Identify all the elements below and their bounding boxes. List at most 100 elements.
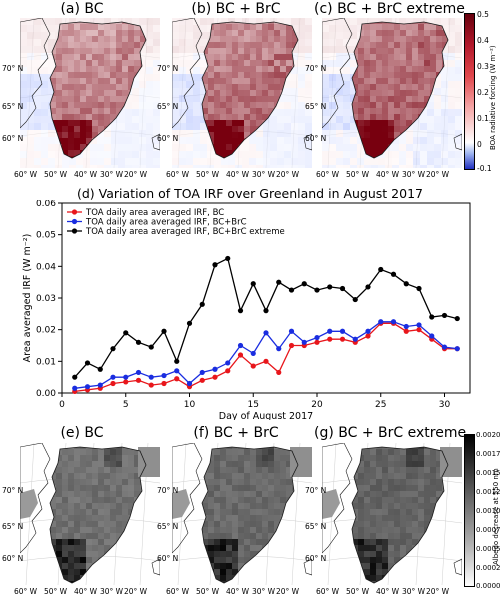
cb-albedo-tick-3: 0.00125 bbox=[476, 488, 500, 496]
cb-albedo-tick-1: 0.00175 bbox=[476, 450, 500, 458]
data-point bbox=[250, 281, 256, 287]
canada-coastline bbox=[20, 443, 51, 554]
lon-label-c-50: 50° W bbox=[346, 170, 370, 179]
data-point bbox=[237, 308, 244, 314]
lat-label-b-65: 65° N bbox=[157, 102, 179, 111]
y-tick-label: 0.00 bbox=[36, 389, 56, 399]
data-point bbox=[199, 377, 205, 383]
line-chart-title: (d) Variation of TOA IRF over Greenland … bbox=[77, 186, 423, 201]
data-point bbox=[199, 301, 205, 307]
map-panel-f bbox=[172, 443, 312, 585]
greenland-coastline bbox=[49, 446, 147, 584]
iceland-coastline bbox=[453, 133, 462, 151]
cb-forcing-tick-0.2: 0.2 bbox=[477, 88, 489, 97]
data-point bbox=[416, 327, 422, 333]
data-point bbox=[378, 266, 384, 273]
data-point bbox=[123, 379, 129, 385]
data-point bbox=[148, 374, 154, 380]
lat-label-a-65: 65° N bbox=[2, 102, 24, 111]
colorbar-forcing-label: BOA radiative forcing (W m⁻²) bbox=[489, 45, 497, 150]
legend-entry: TOA daily area averaged IRF, BC+BrC extr… bbox=[85, 227, 285, 237]
data-point bbox=[225, 360, 231, 366]
canada-coastline bbox=[322, 18, 353, 129]
x-tick-label: 0 bbox=[59, 400, 65, 410]
data-point bbox=[212, 262, 218, 268]
x-tick-label: 15 bbox=[248, 400, 259, 410]
data-point bbox=[288, 342, 295, 349]
lat-label-e-60: 60° N bbox=[2, 554, 24, 563]
data-point bbox=[237, 352, 244, 358]
lon-label-e-30: 30° W bbox=[100, 587, 124, 596]
x-tick-label: 20 bbox=[311, 400, 323, 410]
data-point bbox=[72, 374, 78, 380]
lon-label-b-50: 50° W bbox=[196, 170, 220, 179]
data-point bbox=[365, 333, 371, 339]
data-point bbox=[378, 319, 384, 325]
panel-title-b: (b) BC + BrC bbox=[191, 1, 281, 17]
data-point bbox=[327, 328, 333, 334]
legend-entry: TOA daily area averaged IRF, BC+BrC bbox=[85, 218, 247, 228]
data-point bbox=[365, 284, 371, 290]
data-point bbox=[429, 333, 435, 339]
data-point bbox=[174, 376, 180, 382]
data-point bbox=[174, 368, 180, 374]
lat-label-a-60: 60° N bbox=[2, 134, 24, 143]
lon-label-c-30: 30° W bbox=[402, 170, 426, 179]
iceland-coastline bbox=[303, 558, 312, 576]
data-point bbox=[225, 255, 231, 262]
data-point bbox=[352, 336, 358, 342]
lon-label-a-50: 50° W bbox=[44, 170, 68, 179]
legend-marker bbox=[71, 218, 78, 225]
cb-albedo-tick-7: 0.00025 bbox=[476, 564, 500, 572]
lat-label-f-60: 60° N bbox=[157, 554, 179, 563]
data-point bbox=[263, 358, 269, 364]
greenland-coastline bbox=[201, 446, 299, 584]
legend-entry: TOA daily area averaged IRF, BC bbox=[85, 208, 224, 218]
panel-title-e: (e) BC bbox=[60, 425, 104, 441]
data-point bbox=[225, 368, 231, 374]
data-point bbox=[276, 279, 282, 285]
lat-label-f-65: 65° N bbox=[157, 522, 179, 531]
data-point bbox=[339, 328, 346, 334]
lat-label-e-65: 65° N bbox=[2, 522, 24, 531]
y-tick-label: 0.04 bbox=[36, 262, 56, 272]
data-point bbox=[250, 350, 256, 357]
cb-forcing-tick-0.4: 0.4 bbox=[477, 36, 489, 45]
lat-label-g-60: 60° N bbox=[305, 554, 327, 563]
data-point bbox=[110, 374, 116, 380]
cb-albedo-tick-8: 0.00000 bbox=[476, 582, 500, 590]
lon-label-g-40: 40° W bbox=[376, 587, 400, 596]
data-point bbox=[314, 339, 320, 345]
x-tick-label: 25 bbox=[375, 400, 386, 410]
lat-label-f-70: 70° N bbox=[157, 486, 179, 495]
data-point bbox=[263, 330, 269, 336]
y-axis-label: Area averaged IRF (W m⁻²) bbox=[22, 234, 33, 363]
data-point bbox=[416, 322, 422, 328]
data-point bbox=[123, 330, 129, 336]
map-panel-e bbox=[20, 443, 160, 585]
iceland-coastline bbox=[151, 133, 160, 151]
x-tick-label: 30 bbox=[439, 400, 451, 410]
lon-label-c-20: 20° W bbox=[426, 170, 450, 179]
lon-label-c-40: 40° W bbox=[376, 170, 400, 179]
ocean-albedo-patch bbox=[138, 447, 160, 477]
lat-label-e-70: 70° N bbox=[2, 486, 24, 495]
data-point bbox=[161, 380, 167, 387]
map-panel-c bbox=[322, 18, 462, 168]
lon-label-e-40: 40° W bbox=[74, 587, 98, 596]
iceland-coastline bbox=[303, 133, 312, 151]
data-point bbox=[161, 372, 167, 379]
lon-label-f-40: 40° W bbox=[226, 587, 250, 596]
lat-label-b-60: 60° N bbox=[157, 134, 179, 143]
data-point bbox=[301, 281, 307, 287]
cb-forcing-tick-0.5: 0.5 bbox=[477, 10, 489, 19]
canada-coastline bbox=[172, 18, 203, 129]
data-point bbox=[174, 358, 180, 364]
lon-label-g-30: 30° W bbox=[402, 587, 426, 596]
greenland-coastline bbox=[49, 21, 147, 159]
lon-label-e-50: 50° W bbox=[44, 587, 68, 596]
lat-label-c-70: 70° N bbox=[305, 64, 327, 73]
cb-forcing-tick--0.1: -0.1 bbox=[477, 164, 492, 173]
